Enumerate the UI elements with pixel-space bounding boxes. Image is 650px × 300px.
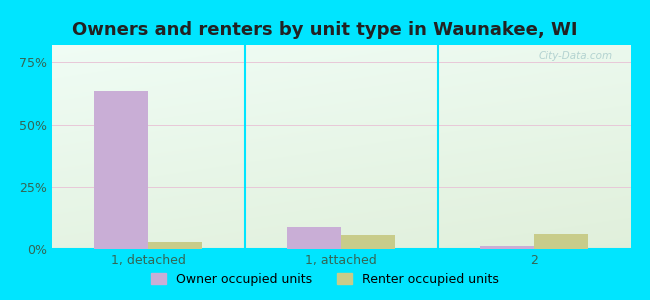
Bar <box>94 91 148 249</box>
Legend: Owner occupied units, Renter occupied units: Owner occupied units, Renter occupied un… <box>146 268 504 291</box>
Text: City-Data.com: City-Data.com <box>539 51 613 61</box>
Bar <box>148 242 202 249</box>
Bar <box>480 246 534 249</box>
Bar <box>287 226 341 249</box>
Text: Owners and renters by unit type in Waunakee, WI: Owners and renters by unit type in Wauna… <box>72 21 578 39</box>
Bar <box>341 235 395 249</box>
Bar <box>534 234 588 249</box>
